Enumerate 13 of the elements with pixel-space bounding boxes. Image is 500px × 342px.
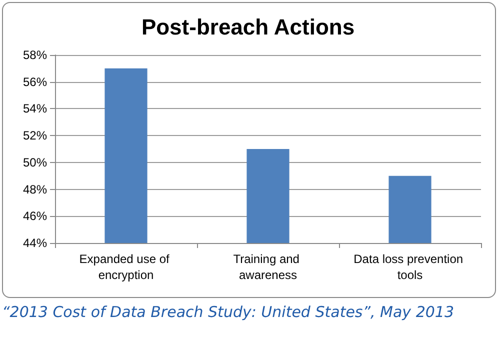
y-tick-label: 50% — [22, 155, 48, 170]
y-tick-label: 54% — [22, 102, 48, 116]
y-tick-label: 58% — [22, 48, 48, 62]
y-tick-label: 52% — [22, 128, 48, 143]
text: “2013 Cost of Data Breach Study: United States”, May 2013 — [2, 302, 455, 322]
y-tick-label: 46% — [22, 209, 48, 224]
x-tick-label: Training and awareness — [233, 252, 303, 282]
y-tick-label: 56% — [22, 74, 48, 89]
y-tick-label: 44% — [22, 236, 48, 250]
x-tick-label: Expanded use of encryption — [79, 252, 173, 282]
x-tick-label: Data loss prevention tools — [354, 252, 466, 282]
chart-title: Post-breach Actions — [141, 14, 355, 40]
y-tick-label: 48% — [22, 182, 48, 196]
